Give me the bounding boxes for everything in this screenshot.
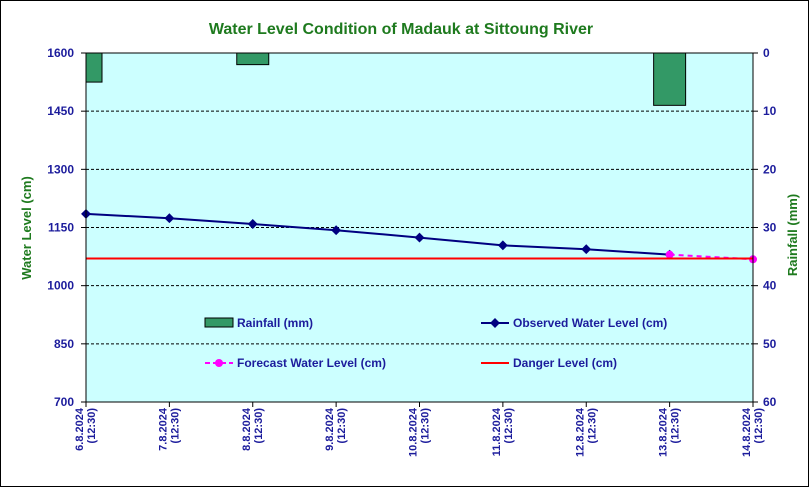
observed-point	[497, 240, 508, 251]
x-tick-date: 8.8.2024	[241, 407, 253, 451]
legend-label: Rainfall (mm)	[237, 316, 313, 330]
y2-tick-label: 10	[763, 104, 777, 118]
y-tick-label: 850	[54, 337, 74, 351]
axes	[81, 52, 758, 407]
rainfall-bar	[653, 52, 687, 106]
x-tick-date: 13.8.2024	[658, 407, 670, 457]
y2-tick-label: 50	[763, 337, 777, 351]
x-tick-date: 12.8.2024	[574, 407, 586, 457]
y-tick-label: 700	[54, 395, 74, 409]
x-tick-labels: 6.8.2024(12:30) 7.8.2024(12:30) 8.8.2024(1…	[74, 407, 765, 457]
legend-swatch	[204, 317, 234, 328]
x-tick-label: 12.8.2024(12:30)	[574, 407, 598, 457]
x-tick-label: 7.8.2024(12:30)	[157, 407, 181, 451]
x-tick-label: 8.8.2024(12:30)	[241, 407, 265, 451]
x-tick-label: 6.8.2024(12:30)	[74, 407, 98, 451]
x-tick-label: 10.8.2024(12:30)	[408, 407, 432, 457]
x-tick-date: 10.8.2024	[408, 407, 420, 457]
y-tick-labels: 700 850 1000 1150 1300 1450 1600	[47, 46, 74, 409]
series-lines	[81, 208, 757, 264]
x-tick-time: (12:30)	[169, 408, 181, 444]
x-tick-label: 14.8.2024(12:30)	[741, 407, 765, 457]
y2-axis-title: Rainfall (mm)	[785, 194, 800, 276]
legend-label: Forecast Water Level (cm)	[237, 356, 386, 370]
y-tick-label: 1000	[47, 279, 74, 293]
x-tick-time: (12:30)	[586, 408, 598, 444]
observed-point	[247, 219, 258, 229]
legend: Rainfall (mm) Observed Water Level (cm) Fo…	[204, 316, 667, 370]
observed-point	[331, 225, 342, 236]
x-tick-time: (12:30)	[336, 408, 348, 444]
x-tick-date: 14.8.2024	[741, 407, 753, 457]
x-tick-time: (12:30)	[670, 408, 682, 444]
y2-tick-labels: 0 10 20 30 40 50 60	[763, 46, 777, 409]
x-tick-time: (12:30)	[503, 408, 515, 444]
y-tick-label: 1450	[47, 104, 74, 118]
rainfall-bar	[236, 52, 270, 66]
x-tick-time: (12:30)	[420, 408, 432, 444]
legend-label: Danger Level (cm)	[513, 356, 617, 370]
x-tick-date: 7.8.2024	[157, 407, 169, 451]
y-tick-label: 1300	[47, 162, 74, 176]
x-tick-time: (12:30)	[753, 408, 765, 444]
x-tick-time: (12:30)	[253, 408, 265, 444]
legend-label: Observed Water Level (cm)	[513, 316, 667, 330]
chart-title: Water Level Condition of Madauk at Sitto…	[209, 21, 593, 38]
x-tick-date: 9.8.2024	[324, 407, 336, 451]
x-tick-label: 9.8.2024(12:30)	[324, 407, 348, 451]
forecast-point	[665, 250, 674, 259]
observed-point	[581, 244, 592, 255]
observed-point	[414, 232, 425, 243]
x-tick-label: 11.8.2024(12:30)	[491, 407, 515, 456]
y2-tick-label: 60	[763, 395, 777, 409]
y2-tick-label: 30	[763, 221, 777, 235]
observed-point	[164, 213, 175, 224]
rainfall-bar	[85, 52, 103, 83]
y-tick-label: 1150	[48, 221, 74, 235]
y-axis-title: Water Level (cm)	[19, 176, 34, 280]
y2-tick-label: 20	[763, 162, 777, 176]
x-tick-date: 11.8.2024	[491, 407, 503, 456]
x-tick-date: 6.8.2024	[74, 407, 86, 451]
y2-tick-label: 0	[763, 46, 770, 60]
legend-marker	[215, 359, 223, 367]
y-tick-label: 1600	[47, 46, 74, 60]
legend-marker	[490, 318, 500, 328]
x-tick-time: (12:30)	[86, 408, 98, 444]
series-line	[669, 253, 754, 261]
x-tick-label: 13.8.2024(12:30)	[658, 407, 682, 457]
y2-tick-label: 40	[763, 279, 777, 293]
series-line	[85, 212, 670, 256]
